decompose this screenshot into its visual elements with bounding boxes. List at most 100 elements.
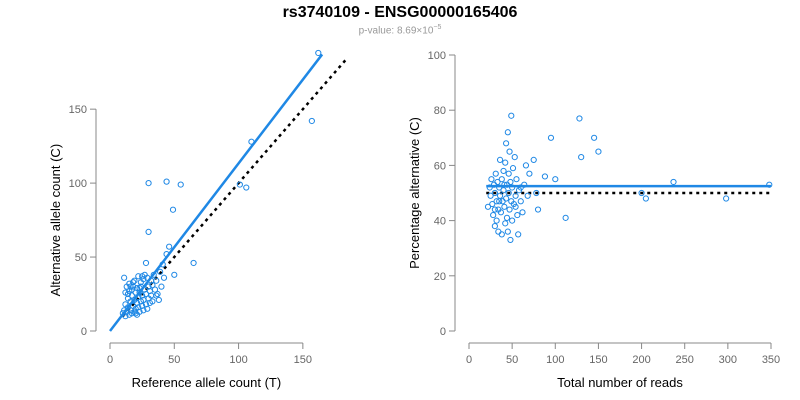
data-point bbox=[145, 228, 152, 236]
x-tick-label: 100 bbox=[229, 354, 247, 366]
chart-title: rs3740109 - ENSG00000165406 bbox=[282, 4, 518, 21]
data-point bbox=[638, 189, 645, 197]
data-point bbox=[508, 112, 515, 119]
data-point bbox=[522, 162, 530, 169]
x-axis-label: Reference allele count (T) bbox=[132, 375, 282, 390]
data-point bbox=[507, 178, 514, 186]
data-point bbox=[509, 184, 516, 191]
data-point bbox=[511, 154, 518, 161]
data-point bbox=[504, 228, 511, 235]
x-axis-label: Total number of reads bbox=[557, 375, 683, 390]
data-point bbox=[140, 307, 147, 314]
data-point bbox=[140, 276, 147, 283]
data-point bbox=[496, 184, 503, 191]
x-tick-label: 150 bbox=[589, 354, 607, 366]
data-point bbox=[512, 203, 519, 210]
x-tick-label: 0 bbox=[107, 354, 113, 366]
data-point bbox=[500, 167, 507, 175]
data-point bbox=[130, 283, 137, 290]
data-point bbox=[243, 184, 250, 191]
data-point bbox=[136, 308, 143, 315]
fit-line bbox=[109, 53, 324, 332]
data-point bbox=[502, 159, 509, 166]
data-point bbox=[498, 231, 505, 238]
data-point bbox=[150, 271, 157, 278]
data-point bbox=[160, 274, 168, 281]
data-point bbox=[127, 298, 134, 305]
data-point bbox=[121, 274, 128, 281]
data-point bbox=[149, 282, 156, 289]
x-tick-label: 200 bbox=[632, 354, 650, 366]
x-tick-label: 0 bbox=[466, 354, 472, 366]
data-point bbox=[562, 214, 569, 221]
data-point bbox=[533, 189, 540, 197]
p-value-exponent: −5 bbox=[433, 24, 442, 31]
data-point bbox=[576, 115, 583, 122]
data-point bbox=[171, 271, 178, 278]
data-point bbox=[496, 192, 504, 199]
data-point bbox=[534, 206, 542, 213]
data-point bbox=[484, 203, 492, 210]
data-point bbox=[500, 187, 507, 194]
data-point bbox=[503, 140, 510, 147]
data-point bbox=[163, 250, 170, 258]
data-point bbox=[153, 292, 160, 299]
data-point bbox=[157, 268, 164, 275]
data-point bbox=[166, 243, 173, 250]
y-tick-label: 0 bbox=[81, 326, 87, 338]
data-point bbox=[149, 298, 156, 305]
data-point bbox=[517, 198, 524, 205]
x-tick-label: 250 bbox=[676, 354, 694, 366]
x-tick-label: 150 bbox=[294, 354, 312, 366]
data-point bbox=[155, 296, 162, 304]
data-point bbox=[315, 49, 322, 57]
data-point bbox=[493, 217, 500, 224]
data-point bbox=[541, 173, 549, 180]
data-point bbox=[512, 192, 519, 199]
data-point bbox=[504, 129, 511, 136]
data-point bbox=[153, 277, 160, 284]
data-point bbox=[177, 181, 184, 188]
data-point bbox=[491, 223, 498, 230]
y-tick-label: 150 bbox=[69, 104, 87, 116]
data-point bbox=[513, 176, 520, 183]
data-point bbox=[493, 198, 500, 205]
data-point bbox=[144, 305, 151, 312]
y-tick-label: 20 bbox=[434, 271, 446, 283]
y-tick-label: 0 bbox=[440, 326, 446, 338]
data-point bbox=[190, 259, 197, 267]
right-scatter-panel: 0 20 40 60 80 100 0 50 100 150 200 250 300 350 Total n… bbox=[407, 50, 780, 390]
data-point bbox=[501, 181, 508, 188]
data-point bbox=[128, 292, 135, 299]
data-point bbox=[509, 165, 517, 172]
data-point bbox=[491, 206, 498, 213]
y-tick-label: 50 bbox=[75, 252, 87, 264]
data-point bbox=[127, 283, 134, 290]
data-point bbox=[486, 184, 493, 191]
data-point bbox=[517, 184, 524, 191]
data-point bbox=[133, 285, 141, 292]
data-point bbox=[494, 178, 501, 186]
data-point bbox=[526, 170, 533, 177]
data-point bbox=[498, 176, 505, 183]
data-point bbox=[552, 176, 559, 183]
data-point bbox=[142, 259, 150, 267]
reference-line bbox=[121, 56, 349, 318]
data-point bbox=[514, 211, 521, 219]
data-point bbox=[547, 134, 555, 141]
data-point bbox=[488, 176, 495, 183]
y-tick-label: 40 bbox=[434, 216, 446, 228]
data-point bbox=[501, 203, 508, 210]
data-point bbox=[135, 273, 142, 280]
data-point bbox=[132, 310, 139, 317]
data-point bbox=[496, 198, 503, 205]
y-tick-label: 100 bbox=[428, 50, 446, 62]
y-tick-label: 100 bbox=[69, 178, 87, 190]
data-point bbox=[137, 283, 144, 290]
data-point bbox=[524, 192, 531, 199]
p-value-text: p-value: 8.69×10 bbox=[358, 25, 434, 37]
data-point bbox=[515, 231, 522, 238]
y-tick-label: 60 bbox=[434, 160, 446, 172]
data-point bbox=[487, 192, 494, 199]
